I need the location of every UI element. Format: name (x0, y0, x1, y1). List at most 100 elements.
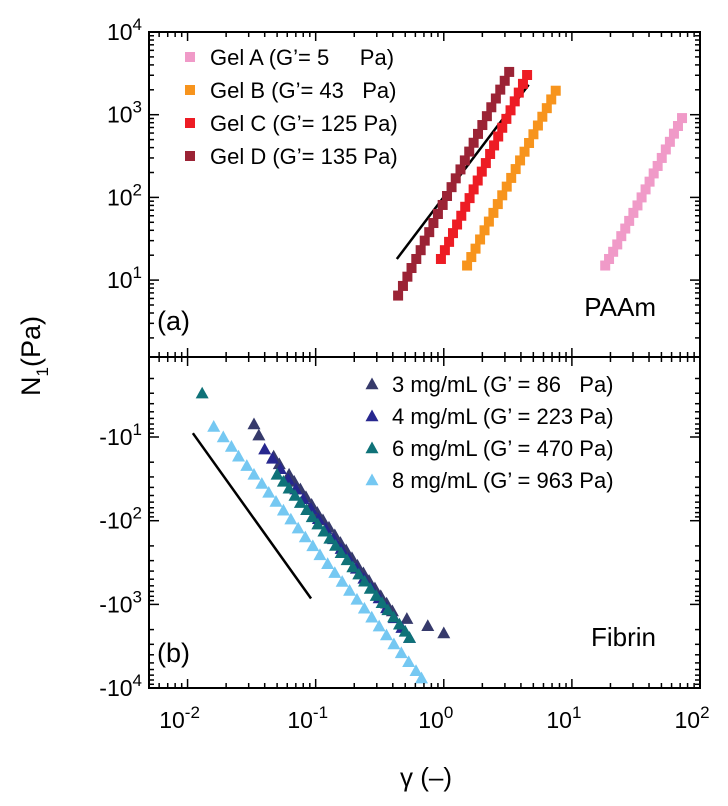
panel-a-series-0-point-5 (620, 223, 631, 234)
panel-a-y-tick-label-0: 101 (107, 263, 142, 293)
panel-b-legend-label-1: 4 mg/mL (G’ = 223 Pa) (392, 404, 614, 429)
panel-a-series-0-point-14 (656, 152, 667, 163)
panel-a-series-2-point-18 (509, 96, 520, 107)
panel-b-series-0-point-3 (272, 457, 286, 470)
panel-a-series-2-point-17 (505, 105, 516, 116)
panel-a-series-0-point-17 (668, 128, 679, 139)
panel-b-y-tick-label-2: -103 (99, 587, 142, 617)
panel-a-legend-label-2: Gel C (G’= 125 Pa) (210, 111, 398, 136)
panel-b-series-3-point-7 (262, 485, 276, 498)
panel-a-series-0-point-1 (604, 253, 615, 264)
panel-a-series-2-point-12 (485, 148, 496, 159)
panel-a-series-1-point-2 (470, 243, 481, 254)
panel-a-y-tick-label-3: 104 (107, 15, 142, 45)
panel-a-series-1-point-3 (475, 234, 486, 245)
panel-a-series-2-point-15 (497, 122, 508, 133)
panel-a-series-2-point-16 (501, 113, 512, 124)
panel-b-legend-marker-3 (365, 473, 379, 486)
panel-a-series-3-point-1 (397, 280, 408, 291)
panel-a-series-0-point-19 (677, 113, 688, 124)
panel-b-series-3-point-15 (321, 557, 335, 569)
panel-a-series-0-point-16 (664, 136, 675, 147)
panel-a-series-3-point-3 (406, 263, 417, 274)
panel-a-y-tick-label-1: 102 (107, 180, 142, 210)
panel-b-y-tick-base-2: -10 (99, 591, 132, 617)
panel-a-series-3-point-9 (432, 208, 443, 219)
panel-a-series-2-point-11 (480, 158, 491, 169)
panel-a-series-1-point-16 (532, 120, 543, 131)
panel-a-series-0-point-12 (648, 168, 659, 179)
panel-b-series-3-point-0 (207, 420, 221, 432)
panel-b-series-2-point-16 (358, 574, 372, 587)
panel-b-y-tick-base-1: -10 (99, 508, 132, 534)
panel-b-series-1-point-0 (258, 442, 272, 455)
panel-a-series-1-point-10 (506, 172, 517, 183)
panel-b-series-3-point-18 (343, 583, 357, 596)
panel-a-series-1-point-4 (479, 225, 490, 236)
panel-b-series-3-point-14 (313, 548, 327, 561)
panel-b-series-3-point-25 (394, 646, 408, 659)
panel-a-series-3-point-17 (468, 137, 479, 148)
x-axis-label: γ (–) (400, 762, 452, 792)
panel-a-series-0-point-9 (636, 192, 647, 203)
panel-b-material: Fibrin (591, 622, 656, 652)
panel-b-series-2-point-21 (387, 610, 401, 623)
panel-b-guide-line (191, 432, 313, 600)
panel-a-series-1-point-7 (492, 199, 503, 210)
panel-b-series-2-point-5 (293, 496, 307, 508)
panel-b-series-2-point-20 (381, 603, 395, 616)
panel-b-y-tick-label-1: -102 (99, 504, 142, 534)
panel-a-series-3-point-12 (446, 182, 457, 193)
panel-a-series-1-point-18 (541, 103, 552, 114)
panel-b-y-tick-exponent-1: 2 (133, 504, 142, 523)
panel-b-series-3-point-4 (240, 459, 254, 471)
panel-a-series-2-point-8 (468, 184, 479, 195)
panel-b-series-3-point-19 (350, 592, 364, 605)
panel-b-series-3-point-11 (291, 521, 305, 534)
panel-a-series-2-point-14 (493, 131, 504, 142)
panel-a-series-0-point-10 (640, 184, 651, 195)
panel-b-series-0-point-4 (282, 467, 296, 480)
panel-a-series-3-point-20 (481, 111, 492, 122)
panel-a-series-3-point-19 (477, 120, 488, 131)
panel-a-series-1-point-17 (537, 111, 548, 122)
panel-b-legend-marker-2 (365, 441, 379, 454)
panel-a-series-2-point-3 (447, 228, 458, 239)
x-tick-label-1: 10-1 (287, 703, 328, 733)
panel-b-series-2-point-22 (392, 617, 406, 630)
panel-b-series-3-point-9 (276, 503, 290, 516)
panel-a-series-1-point-13 (519, 146, 530, 157)
panel-b-series-2-point-10 (323, 531, 337, 544)
panel-a-series-0-point-7 (628, 207, 639, 218)
panel-a-series-2-point-13 (489, 140, 500, 151)
panel-a-y-tick-exponent-1: 2 (133, 180, 142, 199)
panel-a-series-2-point-9 (472, 175, 483, 186)
panel-b-legend-marker-1 (365, 409, 379, 422)
panel-a-y-tick-base-2: 10 (107, 102, 133, 128)
panel-a-legend-label-3: Gel D (G’= 135 Pa) (210, 144, 398, 169)
panel-a-series-0-point-2 (608, 246, 619, 257)
panel-a-series-3-point-15 (459, 155, 470, 166)
panel-b-series-3-point-8 (269, 495, 283, 507)
panel-b-series-3-point-1 (216, 430, 230, 443)
panel-b-series-2-point-3 (282, 481, 296, 494)
panel-b-series-2-point-17 (363, 582, 377, 594)
panel-b-series-2-point-19 (375, 596, 389, 609)
panel-b-series-3-point-3 (232, 449, 246, 462)
panel-b-legend-label-2: 6 mg/mL (G’ = 470 Pa) (392, 436, 614, 461)
panel-a-series-3-point-11 (442, 190, 453, 201)
panel-a-series-3-point-8 (428, 218, 439, 229)
panel-a-series-2-point-7 (464, 193, 475, 204)
panel-a-series-1-point-0 (462, 260, 473, 271)
panel-a-series-3-point-5 (415, 245, 426, 256)
panel-a-series-3-point-7 (424, 227, 435, 238)
panel-a-series-1-point-6 (488, 207, 499, 218)
panel-a-series-2-point-1 (439, 245, 450, 256)
panel-a-material: PAAm (584, 292, 656, 322)
panel-b-series-2-point-2 (276, 474, 290, 487)
panel-b-series-3-point-21 (365, 610, 379, 623)
panel-b-series-2-point-1 (270, 467, 284, 480)
panel-b-series-3-point-10 (284, 512, 298, 525)
